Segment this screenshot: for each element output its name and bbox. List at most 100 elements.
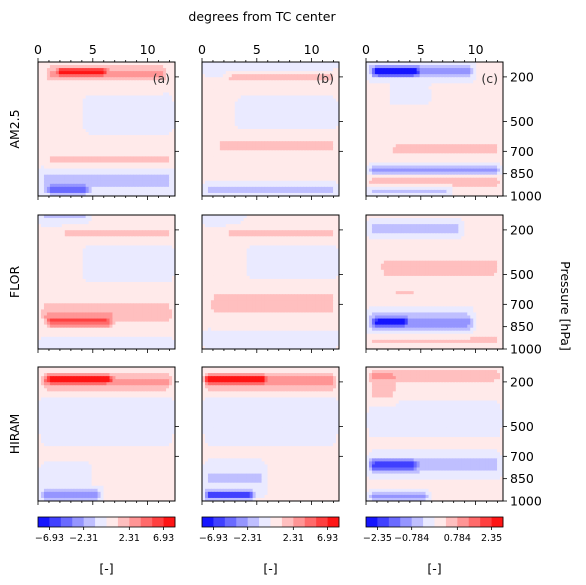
heatmap-cell xyxy=(151,62,155,66)
heatmap-cell xyxy=(106,104,111,109)
heatmap-cell xyxy=(255,150,260,154)
heatmap-cell xyxy=(145,101,149,106)
heatmap-cell xyxy=(106,174,111,179)
heatmap-cell xyxy=(157,98,161,103)
heatmap-cell xyxy=(103,65,108,69)
heatmap-cell xyxy=(202,150,206,154)
heatmap-cells xyxy=(366,62,503,196)
heatmap-cell xyxy=(270,183,275,188)
heatmap-cell xyxy=(154,107,158,112)
heatmap-cell xyxy=(333,147,337,151)
heatmap-cell xyxy=(273,77,278,81)
heatmap-cell xyxy=(91,162,96,167)
heatmap-cell xyxy=(267,129,272,133)
heatmap-cell xyxy=(297,186,301,191)
heatmap-cell xyxy=(58,159,63,164)
heatmap-cell xyxy=(85,125,90,130)
heatmap-cell xyxy=(312,174,316,179)
heatmap-cell xyxy=(97,129,102,133)
heatmap-cell xyxy=(61,65,66,69)
heatmap-cell xyxy=(204,150,209,154)
heatmap-cell xyxy=(91,122,96,127)
heatmap-cell xyxy=(458,65,462,69)
heatmap-cell xyxy=(237,168,242,173)
heatmap-cell xyxy=(55,101,60,106)
heatmap-cell xyxy=(85,119,90,124)
heatmap-cell xyxy=(419,65,424,69)
heatmap-cell xyxy=(267,174,272,179)
heatmap-cell xyxy=(255,168,260,173)
heatmap-cell xyxy=(225,171,230,176)
heatmap-cell xyxy=(40,186,45,191)
heatmap-cell xyxy=(246,98,251,103)
heatmap-cell xyxy=(488,92,492,97)
heatmap-cell xyxy=(142,156,146,161)
heatmap-cell xyxy=(261,174,266,179)
heatmap-cell xyxy=(470,95,474,100)
heatmap-cell xyxy=(91,192,96,196)
heatmap-cell xyxy=(88,147,93,151)
heatmap-cell xyxy=(154,65,158,69)
heatmap-cell xyxy=(270,107,275,112)
heatmap-cell xyxy=(279,162,284,167)
heatmap-cell xyxy=(404,116,409,121)
heatmap-cell xyxy=(467,68,471,72)
heatmap-cell xyxy=(157,147,161,151)
heatmap-cell xyxy=(118,162,122,167)
heatmap-cell xyxy=(130,186,134,191)
heatmap-cell xyxy=(58,171,63,176)
heatmap-cell xyxy=(112,83,117,87)
heatmap-cell xyxy=(422,77,427,81)
heatmap-cell xyxy=(449,68,453,72)
heatmap-cell xyxy=(315,162,319,167)
heatmap-cell xyxy=(166,107,170,112)
heatmap-cell xyxy=(333,119,337,124)
heatmap-cell xyxy=(49,132,54,136)
heatmap-cell xyxy=(148,113,152,118)
heatmap-cell xyxy=(213,192,218,196)
heatmap-cell xyxy=(228,116,233,121)
heatmap-cell xyxy=(136,192,140,196)
heatmap-cell xyxy=(139,177,143,182)
heatmap-cell xyxy=(318,77,322,81)
heatmap-cell xyxy=(303,116,307,121)
heatmap-cell xyxy=(55,150,60,154)
heatmap-cell xyxy=(270,168,275,173)
heatmap-cell xyxy=(288,74,292,78)
heatmap-cell xyxy=(255,116,260,121)
heatmap-cell xyxy=(204,74,209,78)
heatmap-cell xyxy=(97,180,102,185)
heatmap-cell xyxy=(103,135,108,139)
heatmap-cell xyxy=(309,156,313,161)
heatmap-cell xyxy=(410,71,415,75)
heatmap-cell xyxy=(103,86,108,91)
heatmap-cell xyxy=(437,107,442,112)
heatmap-cell xyxy=(121,80,125,84)
heatmap-cell xyxy=(76,177,81,182)
heatmap-cell xyxy=(88,192,93,196)
heatmap-cell xyxy=(401,104,406,109)
heatmap-cell xyxy=(109,192,114,196)
heatmap-cell xyxy=(285,138,289,142)
heatmap-cell xyxy=(112,65,117,69)
heatmap-cell xyxy=(366,101,370,106)
heatmap-cell xyxy=(58,122,63,127)
heatmap-cell xyxy=(109,129,114,133)
heatmap-cell xyxy=(276,101,281,106)
heatmap-cell xyxy=(428,89,433,94)
heatmap-cell xyxy=(85,150,90,154)
heatmap-cell xyxy=(485,65,489,69)
heatmap-cell xyxy=(210,83,215,87)
heatmap-cell xyxy=(300,165,304,170)
heatmap-cell xyxy=(318,129,322,133)
heatmap-cell xyxy=(333,110,337,115)
heatmap-cell xyxy=(207,101,212,106)
heatmap-cell xyxy=(261,92,266,97)
heatmap-cell xyxy=(85,174,90,179)
heatmap-cell xyxy=(43,159,48,164)
heatmap-cell xyxy=(258,80,263,84)
heatmap-cell xyxy=(309,153,313,158)
heatmap-cell xyxy=(157,138,161,142)
heatmap-cell xyxy=(240,95,245,100)
heatmap-cell xyxy=(228,150,233,154)
